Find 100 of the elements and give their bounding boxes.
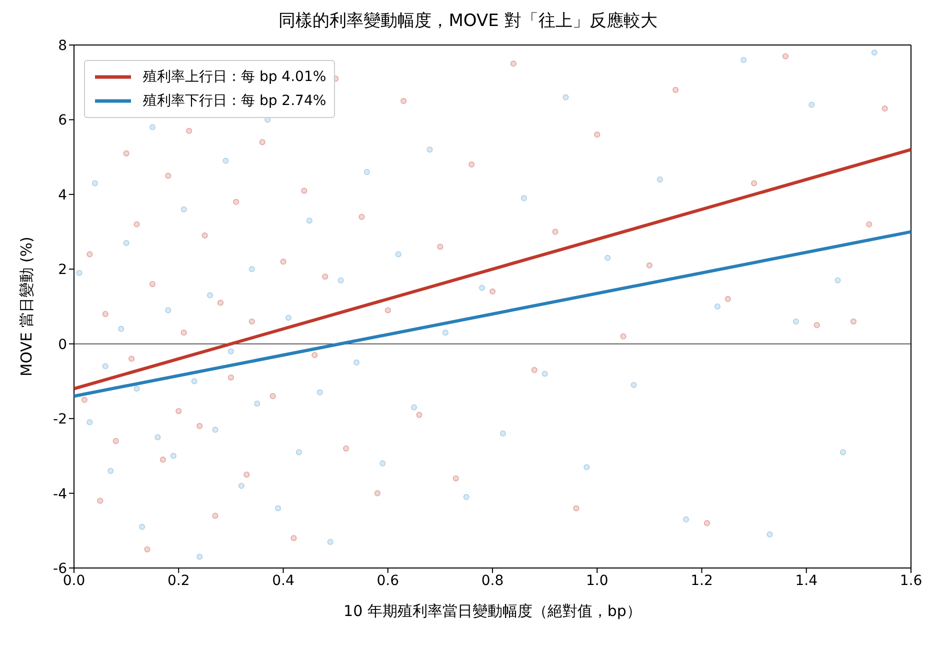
x-tick-label: 0.6 (376, 572, 400, 589)
point (154, 434, 161, 440)
point (442, 330, 448, 336)
point (248, 318, 255, 324)
point (327, 538, 334, 545)
point (452, 475, 459, 482)
y-tick-label: 0 (58, 336, 67, 353)
point (139, 524, 146, 530)
point (490, 288, 496, 295)
x-tick-label: 1.4 (795, 572, 818, 589)
point (656, 176, 663, 182)
point (196, 423, 203, 430)
point (426, 146, 433, 153)
y-tick-label: 8 (58, 38, 67, 54)
x-tick-label: 1.2 (690, 572, 713, 589)
point (228, 374, 234, 380)
point (384, 307, 391, 314)
point (358, 214, 365, 220)
point (191, 378, 198, 384)
point (463, 494, 470, 500)
point (259, 139, 266, 146)
point (740, 56, 747, 63)
x-axis-title: 10 年期殖利率當日變動幅度（絕對值，bp） (344, 602, 642, 620)
chart-title: 同樣的利率變動幅度，MOVE 對「往上」反應較大 (278, 10, 658, 33)
point (165, 307, 172, 314)
point (766, 531, 773, 538)
point (108, 468, 114, 474)
point (312, 352, 318, 358)
point (594, 132, 600, 138)
point (170, 452, 176, 459)
x-tick-label: 1.6 (900, 572, 922, 589)
point (322, 274, 328, 280)
point (840, 449, 846, 456)
x-tick-label: 0.4 (272, 572, 294, 589)
x-tick-label: 1.0 (586, 572, 608, 589)
point (160, 456, 166, 463)
point (296, 449, 302, 456)
point (343, 445, 350, 452)
point (244, 472, 250, 478)
point (338, 277, 344, 284)
point (212, 426, 218, 433)
point (301, 188, 308, 194)
point (573, 505, 580, 512)
point (792, 318, 799, 324)
point (316, 389, 323, 396)
point (834, 277, 841, 284)
point (562, 94, 569, 100)
point (222, 158, 229, 164)
point (254, 400, 260, 407)
y-tick-label: 4 (58, 187, 68, 204)
point (233, 198, 240, 205)
point (186, 128, 192, 134)
point (81, 396, 88, 403)
point (165, 172, 172, 179)
point (479, 284, 486, 291)
point (275, 505, 282, 512)
point (128, 356, 135, 362)
point (882, 106, 888, 112)
point (871, 49, 878, 56)
point (76, 270, 82, 276)
x-tick-label: 0.8 (481, 572, 504, 589)
point (416, 412, 422, 418)
point (285, 314, 292, 321)
point (782, 53, 788, 60)
point (134, 221, 140, 228)
point (290, 535, 297, 542)
point (437, 244, 444, 250)
point (112, 438, 119, 444)
point (646, 262, 652, 268)
point (86, 251, 93, 258)
point (850, 318, 856, 324)
point (542, 370, 548, 377)
point (306, 218, 312, 224)
point (630, 382, 637, 388)
point (520, 195, 527, 202)
point (212, 512, 218, 519)
point (380, 460, 386, 466)
point (364, 169, 370, 176)
point (866, 221, 872, 228)
point (102, 363, 108, 370)
point (531, 367, 538, 374)
point (180, 206, 187, 212)
point (217, 300, 224, 306)
point (149, 124, 156, 130)
point (411, 404, 418, 410)
point (620, 333, 626, 340)
point (353, 360, 360, 366)
point (97, 498, 104, 504)
point (584, 464, 590, 470)
point (270, 393, 276, 400)
point (704, 520, 710, 526)
y-tick-label: 2 (58, 262, 67, 278)
point (683, 516, 690, 522)
x-tick-label: 0.0 (62, 572, 86, 589)
point (395, 251, 402, 258)
point (144, 546, 150, 552)
point (180, 330, 187, 336)
point (672, 86, 679, 93)
point (86, 419, 93, 426)
point (280, 258, 286, 265)
